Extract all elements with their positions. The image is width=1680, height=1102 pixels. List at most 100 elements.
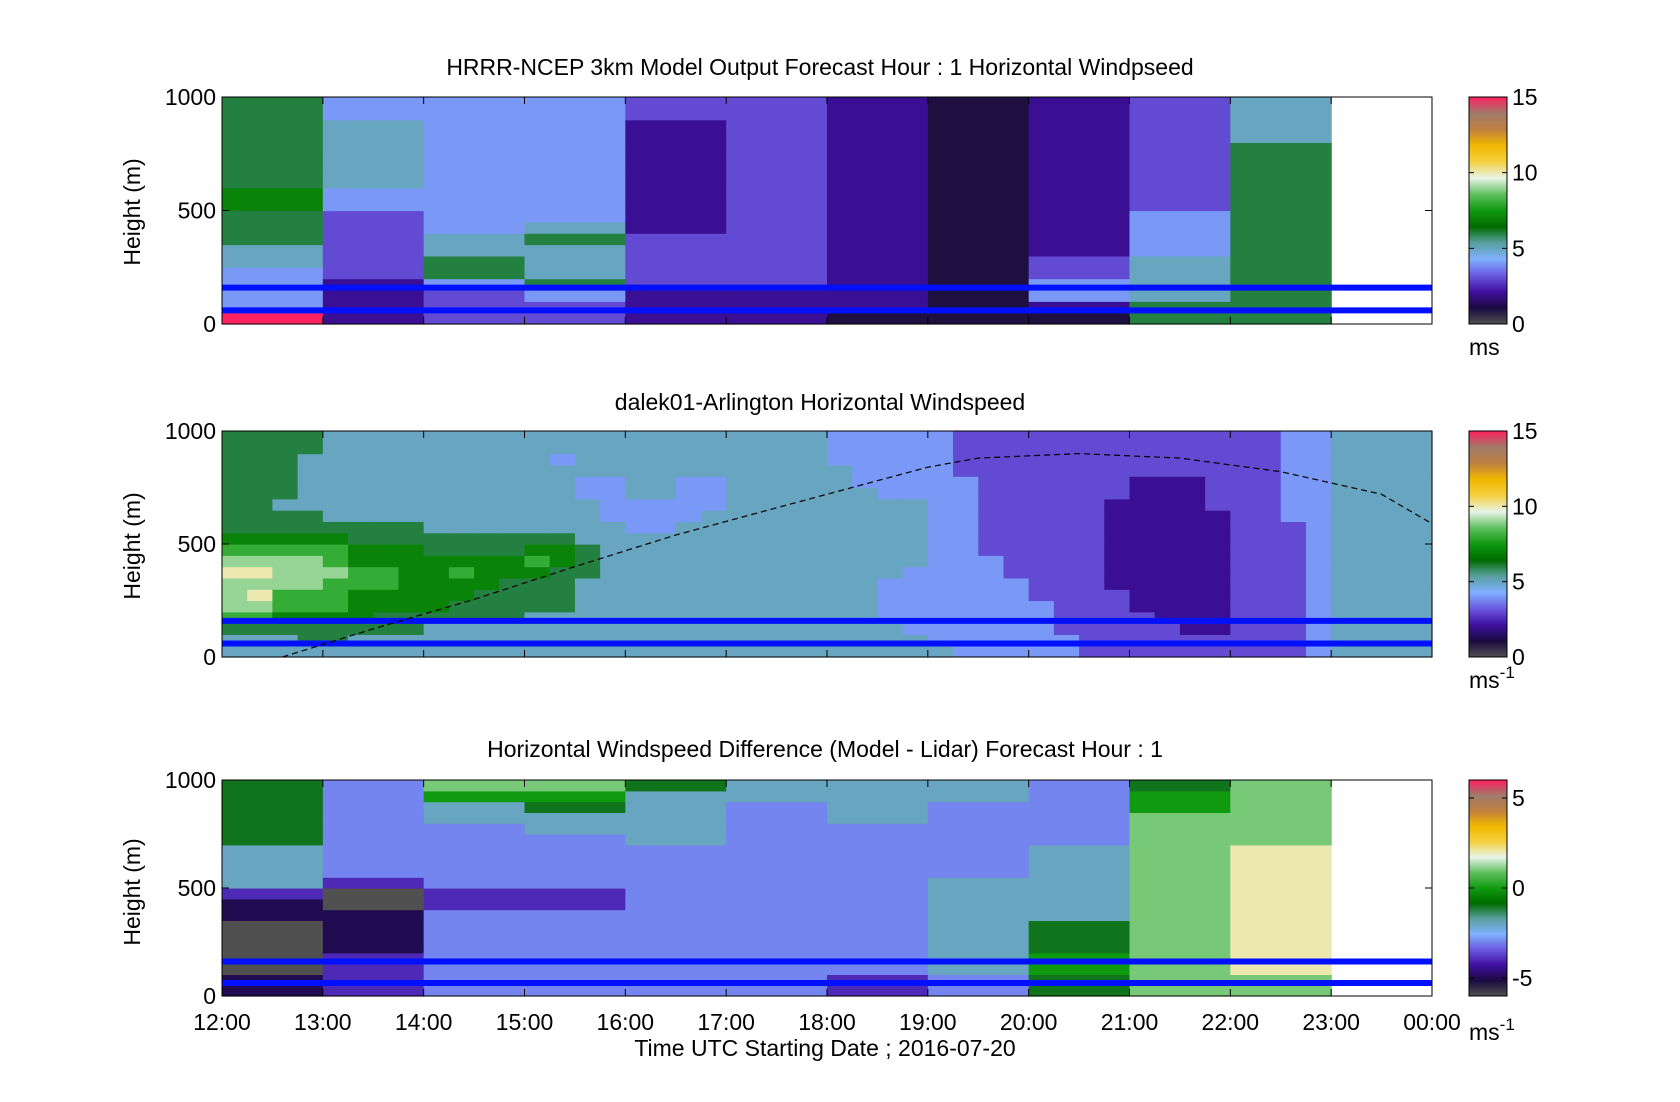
heatmap-cell	[827, 823, 929, 835]
heatmap-cell	[423, 566, 450, 579]
heatmap-cell	[902, 611, 929, 624]
heatmap-cell	[953, 498, 979, 511]
heatmap-cell	[650, 464, 677, 477]
heatmap-cell	[1305, 600, 1332, 613]
heatmap-cell	[600, 555, 626, 568]
heatmap-cell	[625, 645, 652, 658]
heatmap-cell	[574, 487, 601, 500]
heatmap-cell	[222, 855, 324, 867]
heatmap-cell	[1179, 510, 1206, 522]
heatmap-cell	[549, 566, 576, 579]
heatmap-cell	[1154, 476, 1181, 489]
heatmap-cell	[499, 453, 526, 466]
heatmap-cell	[751, 487, 778, 500]
heatmap-cell	[978, 589, 1005, 602]
heatmap-cell	[222, 566, 248, 579]
heatmap-cell	[726, 108, 828, 121]
x-tick-label: 17:00	[697, 1009, 755, 1035]
heatmap-cell	[776, 498, 803, 511]
heatmap-cell	[927, 600, 954, 613]
heatmap-cell	[1381, 532, 1408, 545]
heatmap-cell	[247, 498, 274, 511]
heatmap-cell	[827, 278, 929, 291]
heatmap-cell	[1053, 634, 1080, 647]
heatmap-cell	[1255, 611, 1282, 624]
heatmap-cell	[1129, 600, 1156, 613]
heatmap-cell	[222, 97, 324, 109]
heatmap-cell	[1230, 142, 1332, 155]
heatmap-cell	[423, 453, 450, 466]
heatmap-cell	[423, 255, 526, 268]
heatmap-cell	[1129, 119, 1231, 132]
y-tick-label: 0	[203, 311, 216, 337]
heatmap-cell	[1205, 532, 1231, 545]
heatmap-cell	[1028, 909, 1131, 921]
heatmap-cell	[902, 645, 929, 658]
heatmap-cell	[499, 623, 526, 635]
heatmap-cell	[322, 498, 349, 511]
heatmap-cell	[650, 577, 677, 590]
heatmap-cell	[902, 577, 929, 590]
heatmap-cell	[549, 476, 576, 489]
heatmap-cell	[801, 464, 828, 477]
heatmap-cell	[348, 555, 374, 568]
heatmap-cell	[423, 834, 526, 846]
heatmap-cell	[726, 577, 752, 590]
heatmap-cell	[222, 985, 324, 997]
heatmap-cell	[927, 555, 954, 568]
x-tick-label: 14:00	[395, 1009, 453, 1035]
heatmap-cell	[222, 153, 324, 166]
heatmap-cell	[1028, 942, 1131, 954]
heatmap-cell	[953, 476, 979, 489]
heatmap-cell	[625, 790, 727, 803]
heatmap-cell	[1129, 566, 1156, 579]
heatmap-cell	[751, 431, 778, 443]
heatmap-cell	[1356, 464, 1383, 477]
heatmap-cell	[1129, 942, 1231, 954]
heatmap-cell	[902, 476, 929, 489]
heatmap-cell	[499, 431, 526, 443]
heatmap-cell	[322, 834, 425, 846]
heatmap-cell	[1003, 476, 1030, 489]
heatmap-cell	[423, 153, 526, 166]
heatmap-cell	[927, 931, 1030, 943]
heatmap-cell	[1406, 555, 1433, 568]
heatmap-cell	[524, 278, 626, 291]
heatmap-cell	[1079, 532, 1105, 545]
heatmap-cell	[524, 210, 626, 223]
heatmap-cell	[297, 532, 324, 545]
heatmap-cell	[322, 942, 425, 954]
heatmap-cell	[574, 555, 601, 568]
heatmap-cell	[1305, 453, 1332, 466]
heatmap-cell	[423, 801, 526, 813]
heatmap-cell	[222, 476, 248, 489]
heatmap-cell	[1053, 532, 1080, 545]
heatmap-cell	[272, 498, 299, 511]
heatmap-cell	[373, 566, 400, 579]
heatmap-cell	[927, 244, 1030, 257]
heatmap-cell	[1406, 442, 1433, 455]
heatmap-cell	[1230, 119, 1332, 132]
heatmap-cell	[1230, 898, 1332, 911]
heatmap-cell	[524, 909, 626, 921]
heatmap-cell	[625, 487, 652, 500]
heatmap-cell	[1179, 431, 1206, 443]
heatmap-cell	[322, 289, 425, 302]
heatmap-cell	[348, 589, 374, 602]
heatmap-cell	[1129, 823, 1231, 835]
heatmap-cell	[1255, 476, 1282, 489]
heatmap-cell	[1129, 611, 1156, 624]
panel-lidar-colorbar: 0 5 10 15 ms-1	[1468, 418, 1538, 693]
heatmap-cell	[499, 521, 526, 534]
heatmap-cell	[1079, 498, 1105, 511]
heatmap-cell	[1356, 566, 1383, 579]
heatmap-cell	[373, 487, 400, 500]
heatmap-cell	[322, 233, 425, 246]
heatmap-cell	[1129, 834, 1231, 846]
heatmap-cell	[1129, 498, 1156, 511]
heatmap-cell	[625, 97, 727, 109]
heatmap-cell	[625, 312, 727, 325]
heatmap-cell	[448, 464, 475, 477]
heatmap-cell	[1104, 464, 1131, 477]
heatmap-cell	[927, 210, 1030, 223]
